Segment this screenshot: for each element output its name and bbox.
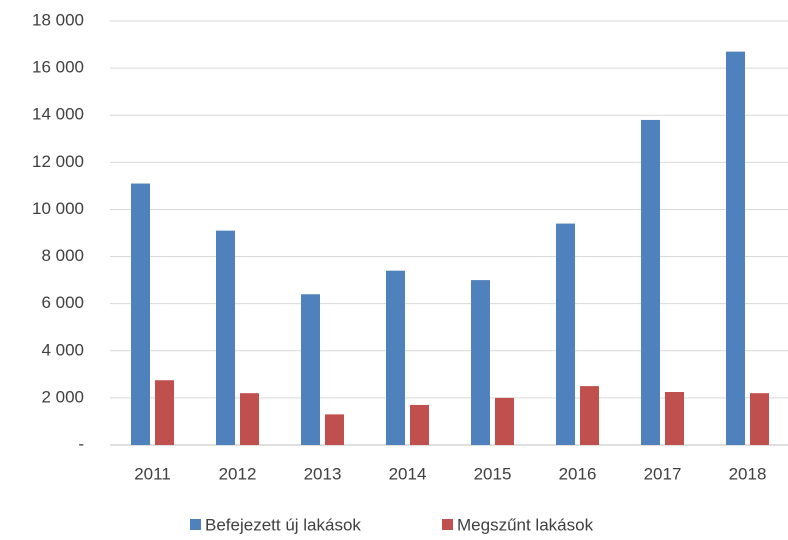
- bar: [641, 119, 660, 445]
- bar: [665, 392, 684, 445]
- bar: [155, 380, 174, 445]
- y-tick-label: -: [78, 434, 84, 453]
- bar: [580, 386, 599, 445]
- x-tick-label: 2012: [219, 464, 257, 483]
- y-tick-label: 14 000: [32, 105, 84, 124]
- y-tick-label: 2 000: [41, 387, 84, 406]
- y-tick-label: 16 000: [32, 58, 84, 77]
- bar: [301, 294, 320, 445]
- bar: [131, 183, 150, 446]
- x-tick-label: 2016: [559, 464, 597, 483]
- y-tick-label: 12 000: [32, 152, 84, 171]
- y-tick-label: 6 000: [41, 293, 84, 312]
- legend-label: Befejezett új lakások: [205, 515, 361, 534]
- bar: [726, 51, 745, 445]
- bar: [495, 397, 514, 445]
- x-tick-label: 2015: [474, 464, 512, 483]
- legend-swatch: [190, 519, 201, 530]
- x-tick-label: 2014: [389, 464, 427, 483]
- bar: [325, 414, 344, 445]
- x-tick-label: 2018: [729, 464, 767, 483]
- bar: [471, 280, 490, 445]
- bar: [410, 404, 429, 445]
- x-tick-label: 2013: [304, 464, 342, 483]
- legend-label: Megszűnt lakások: [457, 515, 594, 534]
- bar: [750, 393, 769, 445]
- y-tick-label: 10 000: [32, 199, 84, 218]
- bar: [556, 223, 575, 445]
- bar: [216, 230, 235, 445]
- bar: [240, 393, 259, 445]
- legend-swatch: [442, 519, 453, 530]
- bar: [386, 270, 405, 445]
- y-tick-label: 4 000: [41, 340, 84, 359]
- y-tick-label: 8 000: [41, 246, 84, 265]
- y-tick-label: 18 000: [32, 10, 84, 29]
- x-tick-label: 2011: [134, 464, 171, 483]
- x-tick-label: 2017: [644, 464, 682, 483]
